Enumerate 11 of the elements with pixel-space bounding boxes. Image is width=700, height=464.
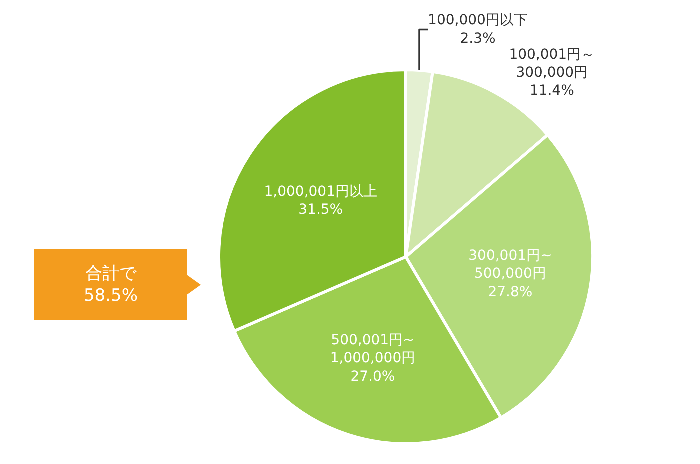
slice-label: 1,000,001円以上 <box>264 184 378 200</box>
slice-label: 300,001円~ 500,000円 <box>468 248 552 282</box>
slice-label: 100,000円以下 <box>428 12 528 29</box>
data-label: 27.8% <box>488 284 533 300</box>
text: 合計で 58.5% <box>84 264 138 306</box>
slice-label: 500,001円~ 1,000,000円 <box>330 332 416 367</box>
data-label: 27.0% <box>350 368 396 385</box>
data-label: 31.5% <box>298 202 344 218</box>
slice-label: 100,001円～ 300,000円 <box>509 46 596 82</box>
data-label: 2.3% <box>460 30 496 47</box>
data-label: 11.4% <box>530 83 574 100</box>
